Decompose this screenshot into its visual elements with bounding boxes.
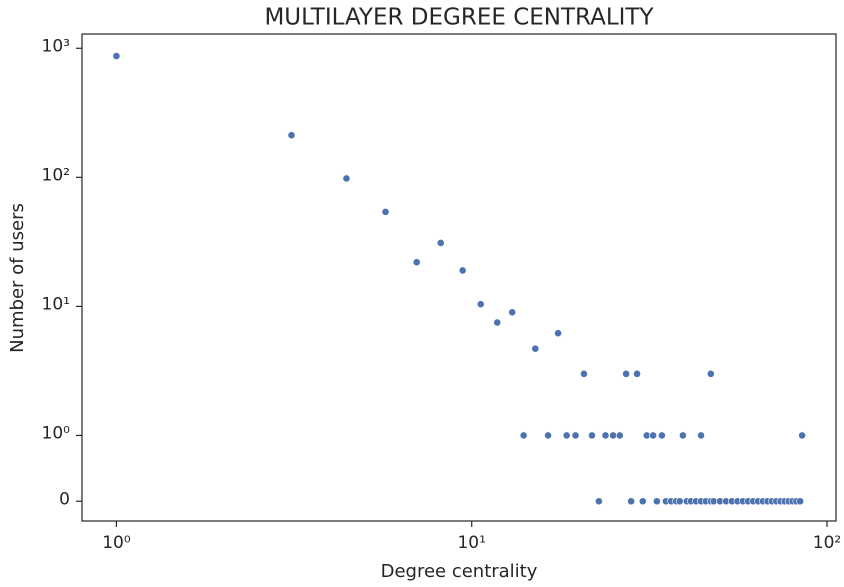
y-tick-label: 10¹ — [42, 294, 70, 314]
point — [571, 431, 580, 440]
plot-frame — [81, 33, 837, 522]
point — [588, 431, 596, 440]
point — [112, 52, 121, 60]
x-tick-label: 10⁰ — [102, 533, 131, 553]
point — [287, 131, 296, 140]
point — [531, 344, 540, 353]
point — [697, 431, 705, 440]
point — [508, 308, 517, 317]
point — [544, 431, 552, 440]
x-tick-label: 10¹ — [457, 533, 485, 553]
point — [554, 329, 562, 338]
point — [436, 239, 445, 247]
point — [679, 431, 687, 440]
point — [562, 431, 571, 440]
point — [675, 497, 684, 506]
point — [412, 258, 421, 267]
x-axis-label: Degree centrality — [381, 561, 538, 582]
y-tick-label: 0 — [59, 489, 70, 509]
point — [493, 318, 502, 327]
point — [649, 431, 658, 440]
x-tick-label: 10² — [813, 533, 841, 553]
y-tick-label: 10² — [42, 165, 70, 185]
point — [633, 369, 641, 378]
point — [796, 497, 805, 506]
point — [658, 431, 666, 440]
point — [627, 497, 636, 506]
point — [519, 431, 528, 440]
point — [652, 497, 661, 506]
point — [622, 369, 631, 378]
point — [458, 266, 467, 275]
point — [476, 300, 485, 309]
point — [594, 497, 603, 506]
point — [342, 174, 351, 183]
point — [706, 369, 715, 378]
point — [601, 431, 610, 440]
y-tick-label: 10³ — [42, 36, 70, 56]
y-tick-label: 10⁰ — [42, 423, 71, 443]
y-axis-label: Number of users — [7, 203, 28, 353]
point — [798, 431, 807, 440]
chart-title: MULTILAYER DEGREE CENTRALITY — [264, 5, 654, 31]
point — [381, 207, 390, 216]
point — [615, 431, 624, 440]
point — [580, 369, 588, 378]
point — [638, 497, 647, 506]
point — [609, 431, 618, 440]
